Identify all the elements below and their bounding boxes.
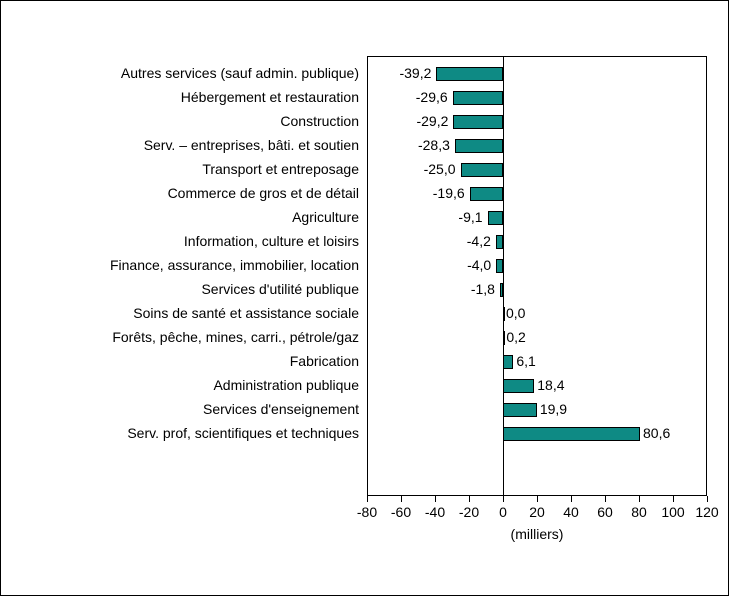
x-tick-label: 0 — [499, 504, 507, 520]
x-tick-label: -40 — [425, 504, 445, 520]
category-label: Transport et entreposage — [202, 161, 359, 177]
x-tick-label: 20 — [529, 504, 545, 520]
x-tick — [605, 496, 606, 502]
value-label: 6,1 — [516, 353, 535, 369]
value-label: 80,6 — [643, 425, 670, 441]
x-tick-label: 80 — [631, 504, 647, 520]
category-label: Fabrication — [290, 353, 359, 369]
x-tick — [707, 496, 708, 502]
bar — [453, 115, 503, 129]
x-tick-label: -20 — [459, 504, 479, 520]
bar — [496, 259, 503, 273]
x-tick-label: -80 — [357, 504, 377, 520]
x-tick-label: 40 — [563, 504, 579, 520]
x-tick-label: -60 — [391, 504, 411, 520]
category-label: Services d'enseignement — [203, 401, 359, 417]
x-axis-label: (milliers) — [367, 526, 707, 542]
category-label: Forêts, pêche, mines, carri., pétrole/ga… — [112, 329, 359, 345]
chart-frame: Autres services (sauf admin. publique) -3… — [0, 0, 729, 596]
value-label: -29,6 — [416, 89, 448, 105]
value-label: 19,9 — [540, 401, 567, 417]
category-label: Serv. – entreprises, bâti. et soutien — [144, 137, 359, 153]
bar — [503, 403, 537, 417]
x-tick — [537, 496, 538, 502]
value-label: -19,6 — [433, 185, 465, 201]
category-label: Finance, assurance, immobilier, location — [110, 257, 359, 273]
value-label: 0,2 — [506, 329, 525, 345]
value-label: -4,2 — [467, 233, 491, 249]
bar — [503, 355, 513, 369]
value-label: -39,2 — [399, 65, 431, 81]
x-tick — [503, 496, 504, 502]
x-tick-label: 100 — [661, 504, 684, 520]
value-label: -25,0 — [424, 161, 456, 177]
category-label: Construction — [280, 113, 359, 129]
category-label: Soins de santé et assistance sociale — [133, 305, 359, 321]
x-tick — [673, 496, 674, 502]
x-tick — [639, 496, 640, 502]
value-label: 0,0 — [506, 305, 525, 321]
x-tick — [435, 496, 436, 502]
axis-zero-line — [503, 56, 504, 496]
x-tick-label: 60 — [597, 504, 613, 520]
category-label: Administration publique — [213, 377, 359, 393]
value-label: -28,3 — [418, 137, 450, 153]
bar — [488, 211, 503, 225]
category-label: Commerce de gros et de détail — [168, 185, 359, 201]
category-label: Serv. prof, scientifiques et techniques — [127, 425, 359, 441]
bar — [455, 139, 503, 153]
value-label: 18,4 — [537, 377, 564, 393]
x-tick-label: 120 — [695, 504, 718, 520]
bar — [470, 187, 503, 201]
bar — [496, 235, 503, 249]
x-tick — [367, 496, 368, 502]
bar — [453, 91, 503, 105]
bar — [461, 163, 504, 177]
x-tick — [469, 496, 470, 502]
category-label: Autres services (sauf admin. publique) — [121, 65, 359, 81]
bar — [436, 67, 503, 81]
value-label: -29,2 — [416, 113, 448, 129]
category-label: Services d'utilité publique — [201, 281, 359, 297]
x-tick — [571, 496, 572, 502]
category-label: Information, culture et loisirs — [184, 233, 359, 249]
x-tick — [401, 496, 402, 502]
category-label: Agriculture — [292, 209, 359, 225]
value-label: -4,0 — [467, 257, 491, 273]
value-label: -9,1 — [458, 209, 482, 225]
value-label: -1,8 — [471, 281, 495, 297]
bar — [503, 379, 534, 393]
category-label: Hébergement et restauration — [181, 89, 359, 105]
bar — [503, 427, 640, 441]
